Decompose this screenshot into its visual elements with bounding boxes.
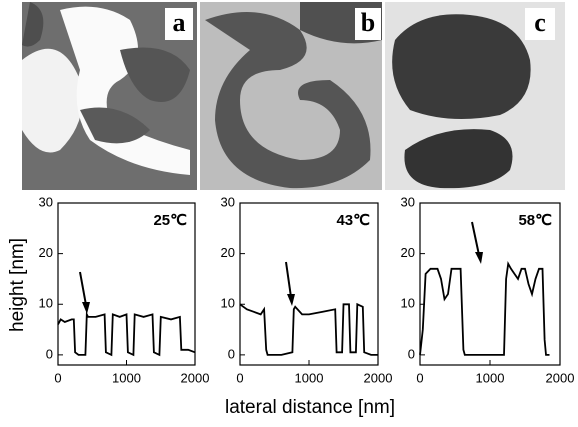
x-tick-label: 2000 xyxy=(181,370,210,385)
y-tick-label: 20 xyxy=(39,245,53,260)
x-tick-label: 0 xyxy=(236,370,243,385)
y-tick-label: 30 xyxy=(221,194,235,209)
panel-label: b xyxy=(361,8,375,37)
profile-line xyxy=(57,310,196,357)
x-tick-label: 0 xyxy=(54,370,61,385)
y-tick-label: 30 xyxy=(39,194,53,209)
x-tick-label: 2000 xyxy=(364,370,393,385)
y-axis-label: height [nm] xyxy=(7,238,28,332)
y-tick-label: 10 xyxy=(221,296,235,311)
afm-image-c: c xyxy=(385,2,565,190)
y-tick-label: 30 xyxy=(401,194,415,209)
x-tick-label: 1000 xyxy=(295,370,324,385)
panel-label: c xyxy=(534,8,546,37)
x-tick-label: 2000 xyxy=(546,370,575,385)
x-tick-label: 0 xyxy=(416,370,423,385)
x-tick-label: 1000 xyxy=(476,370,505,385)
y-tick-label: 0 xyxy=(228,346,235,361)
x-tick-label: 1000 xyxy=(112,370,141,385)
y-tick-label: 10 xyxy=(39,296,53,311)
y-tick-label: 0 xyxy=(46,346,53,361)
x-axis-label: lateral distance [nm] xyxy=(225,397,395,418)
afm-image-a: a xyxy=(22,2,197,190)
annotation: 58℃ xyxy=(518,212,552,229)
profile-line xyxy=(419,261,550,356)
profile-line xyxy=(239,302,378,356)
annotation: 25℃ xyxy=(153,212,187,229)
afm-image-b: b xyxy=(200,2,382,190)
y-tick-label: 20 xyxy=(401,245,415,260)
y-tick-label: 20 xyxy=(221,245,235,260)
y-tick-label: 10 xyxy=(401,296,415,311)
annotation: 43℃ xyxy=(336,212,370,229)
panel-label: a xyxy=(173,8,186,37)
y-tick-label: 0 xyxy=(408,346,415,361)
arrows xyxy=(79,221,483,314)
